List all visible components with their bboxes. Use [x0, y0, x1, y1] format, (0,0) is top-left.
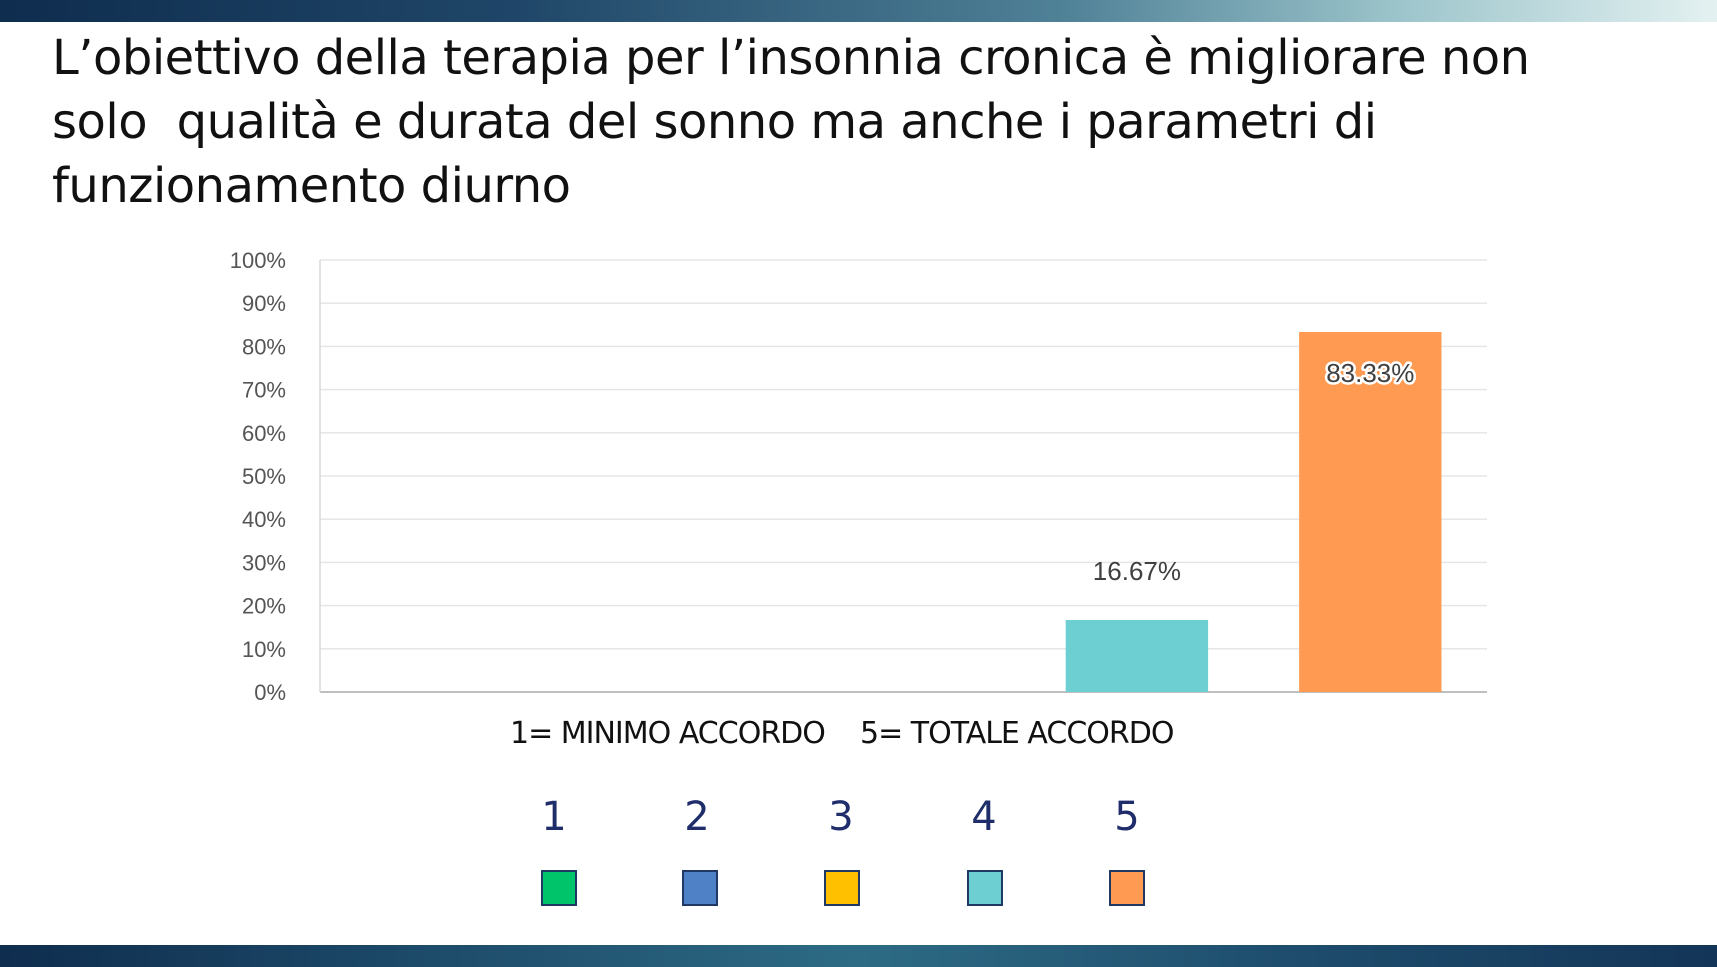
bottom-decorative-band	[0, 945, 1717, 967]
y-tick-label: 90%	[242, 291, 286, 316]
y-tick-label: 60%	[242, 421, 286, 446]
y-tick-label: 0%	[254, 680, 286, 705]
legend-label-3: 3	[828, 794, 854, 840]
legend-label-2: 2	[684, 794, 710, 840]
chart-data-labels: 16.67% 83.33%	[1093, 356, 1417, 586]
legend-swatch-2	[682, 870, 718, 906]
legend-label-1: 1	[541, 794, 567, 840]
legend-caption-min: 1= MINIMO ACCORDO	[510, 716, 826, 751]
legend-swatch-1	[541, 870, 577, 906]
top-decorative-band	[0, 0, 1717, 22]
legend-swatch-5	[1109, 870, 1145, 906]
legend-swatch-4	[967, 870, 1003, 906]
bar-5	[1299, 332, 1442, 692]
slide-title: L’obiettivo della terapia per l’insonnia…	[52, 30, 1530, 214]
y-tick-label: 50%	[242, 464, 286, 489]
legend-swatch-3	[824, 870, 860, 906]
chart-bars	[1065, 332, 1442, 692]
y-tick-label: 100%	[230, 248, 286, 273]
y-tick-label: 80%	[242, 334, 286, 359]
chart-gridlines	[319, 259, 1487, 693]
y-tick-label: 40%	[242, 507, 286, 532]
bar-4	[1065, 619, 1209, 692]
y-tick-label: 30%	[242, 550, 286, 575]
y-tick-label: 70%	[242, 378, 286, 403]
y-axis-tick-labels: 0% 10% 20% 30% 40% 50% 60% 70% 80% 90% 100%	[230, 248, 286, 705]
legend-label-5: 5	[1114, 794, 1140, 840]
data-label-4: 16.67%	[1093, 556, 1181, 586]
y-tick-label: 10%	[242, 637, 286, 662]
legend-caption-max: 5= TOTALE ACCORDO	[860, 716, 1174, 751]
data-label-5: 83.33%	[1326, 358, 1414, 388]
legend-label-4: 4	[971, 794, 997, 840]
y-tick-label: 20%	[242, 594, 286, 619]
